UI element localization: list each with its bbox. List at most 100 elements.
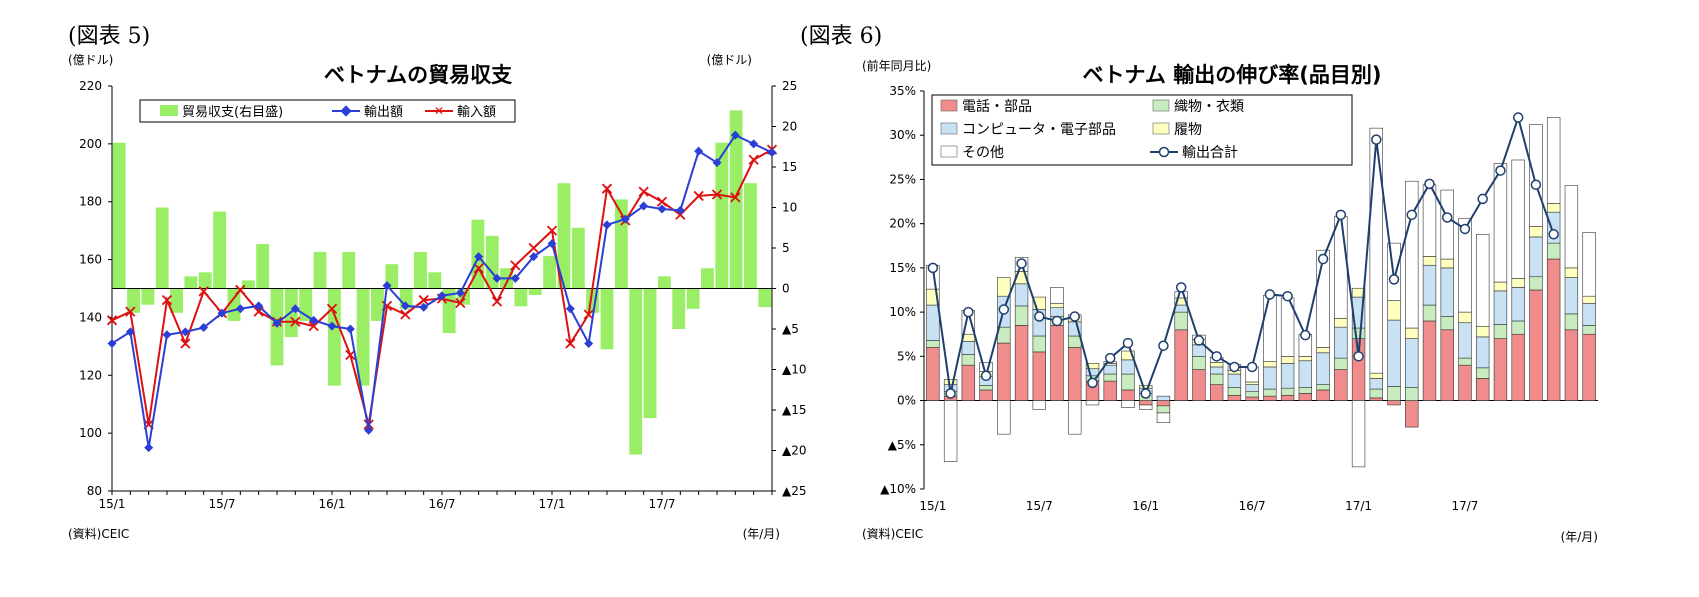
- chart1-balance-bar: [112, 142, 126, 289]
- chart2-bar-segment-1: [1068, 347, 1082, 401]
- chart1-imports-point: [400, 309, 411, 320]
- chart2-bar-segment-3: [926, 304, 940, 341]
- chart2-title: ベトナム 輸出の伸び率(品目別): [1083, 63, 1382, 87]
- chart2-bar-segment-1: [979, 389, 993, 401]
- chart2-bar-segment-3: [1564, 277, 1579, 315]
- chart1-exports-point: [455, 288, 465, 298]
- chart2-bar-segment-5: [1085, 400, 1100, 406]
- chart1-imports-point: [601, 183, 613, 194]
- chart1-balance-bar: [227, 288, 241, 321]
- chart2-y-tick-label: 25%: [889, 172, 916, 186]
- chart2-legend-other-swatch: [940, 145, 958, 158]
- chart1-exports-point: [364, 425, 374, 435]
- chart2-y-tick-label: 10%: [889, 305, 916, 319]
- chart2-total-point: [1069, 311, 1081, 322]
- chart2-bar-segment-3: [1227, 373, 1242, 388]
- chart2-bar-segment-5: [1422, 184, 1437, 257]
- chart1-balance-bar: [571, 227, 585, 289]
- chart2-bar-segment-4: [943, 379, 958, 385]
- chart1-right-tick-label: 0: [782, 282, 790, 296]
- chart2-bar-segment-5: [943, 400, 958, 462]
- chart2-bar-segment-3: [1511, 287, 1525, 322]
- chart2-bar-segment-4: [1476, 325, 1490, 338]
- chart1-exports-point: [565, 304, 575, 314]
- chart1-imports-point: [748, 154, 759, 165]
- chart1-balance-bar: [672, 288, 686, 329]
- chart2-bar-segment-1: [1476, 378, 1490, 401]
- chart2-total-point: [1193, 335, 1205, 346]
- chart2-total-point: [1140, 388, 1151, 399]
- chart2-bar-segment-5: [1458, 218, 1472, 313]
- chart2-bar-segment-1: [1227, 394, 1242, 401]
- chart2-total-point: [1158, 340, 1169, 351]
- chart2-bar-segment-1: [1493, 338, 1508, 401]
- chart2-bar-segment-3: [1174, 304, 1188, 313]
- chart2-legend-footwear-swatch: [1152, 122, 1170, 135]
- chart2-bar-segment-5: [1316, 249, 1330, 348]
- chart1-balance-bar: [528, 288, 542, 295]
- chart2-bar-segment-4: [1493, 281, 1508, 292]
- chart2-bar-segment-1: [1263, 395, 1277, 401]
- chart2-bar-segment-1: [1121, 389, 1135, 401]
- chart1-balance-bar: [141, 288, 155, 305]
- chart1-x-tick-label: 17/7: [649, 497, 676, 511]
- chart2-total-point: [998, 304, 1010, 315]
- chart2-bar-segment-5: [1529, 124, 1543, 227]
- chart2-total-point: [980, 370, 992, 382]
- chart2-x-tick-label: 17/7: [1451, 499, 1478, 513]
- chart2-xlabel: (年/月): [1561, 530, 1598, 544]
- chart1-right-tick-label: ▲20: [782, 444, 807, 458]
- chart2-source: (資料)CEIC: [862, 527, 923, 541]
- chart2-bar-segment-1: [1529, 289, 1543, 401]
- chart2-bar-segment-4: [1245, 381, 1259, 385]
- chart2-total-point: [1051, 315, 1063, 327]
- chart2-x-tick-label: 16/1: [1132, 499, 1159, 513]
- chart2-total-point: [1335, 209, 1347, 221]
- chart2-bar-segment-2: [1245, 391, 1259, 398]
- chart1-balance-bar: [414, 252, 427, 289]
- chart1-imports-point: [290, 316, 301, 327]
- chart2-bar-segment-2: [1493, 324, 1508, 339]
- chart1-exports-point: [474, 252, 484, 262]
- chart2-legend-textiles: 織物・衣類: [1174, 99, 1244, 115]
- chart2-bar-segment-4: [1582, 295, 1596, 304]
- chart2-bar-segment-4: [1316, 347, 1330, 354]
- chart2-bar-segment-1: [1369, 397, 1383, 401]
- chart2-bar-segment-3: [1458, 322, 1472, 359]
- chart2-bar-segment-5: [1440, 189, 1454, 260]
- chart1-imports-point: [565, 338, 576, 349]
- chart2-bar-segment-2: [1564, 313, 1579, 331]
- chart2-total-point: [945, 388, 956, 399]
- chart2-bar-segment-2: [1174, 311, 1188, 331]
- chart1-imports-point: [345, 349, 356, 361]
- chart1-balance-bar: [643, 288, 657, 419]
- chart2-bar-segment-5: [1564, 185, 1579, 269]
- chart2-y-tick-label: 20%: [889, 217, 916, 231]
- chart2-bar-segment-3: [1476, 336, 1490, 369]
- chart1-exports-point: [217, 308, 227, 318]
- chart1-right-tick-label: ▲25: [782, 484, 807, 498]
- chart1-exports-point: [199, 323, 209, 333]
- chart2-total-point: [1371, 134, 1382, 145]
- chart2-bar-segment-3: [1263, 366, 1277, 390]
- chart2-y-tick-label: ▲10%: [880, 482, 916, 496]
- chart1-left-tick-label: 100: [79, 426, 102, 440]
- chart1-balance-bar: [356, 288, 370, 386]
- chart1-right-tick-label: ▲15: [782, 403, 807, 417]
- chart2-bar-segment-1: [1405, 400, 1419, 428]
- chart2-total-point: [1104, 352, 1116, 364]
- chart2-total-point: [1016, 258, 1027, 269]
- chart2-bar-segment-4: [1405, 327, 1419, 339]
- chart1-imports-point: [308, 320, 319, 332]
- chart2-total-point: [1424, 178, 1435, 190]
- chart2-bar-segment-4: [1422, 256, 1437, 266]
- chart1-exports-point: [309, 315, 319, 325]
- chart2-bar-segment-4: [1546, 203, 1561, 213]
- chart2-total-point: [1122, 337, 1134, 349]
- chart2-bar-segment-2: [1014, 305, 1029, 326]
- chart1-right-unit: (億ドル): [707, 53, 752, 67]
- chart1-imports-point: [656, 196, 668, 207]
- chart1-right-tick-label: 10: [782, 201, 797, 215]
- chart2-bar-segment-1: [1564, 329, 1579, 401]
- chart2-bar-segment-1: [1316, 389, 1330, 401]
